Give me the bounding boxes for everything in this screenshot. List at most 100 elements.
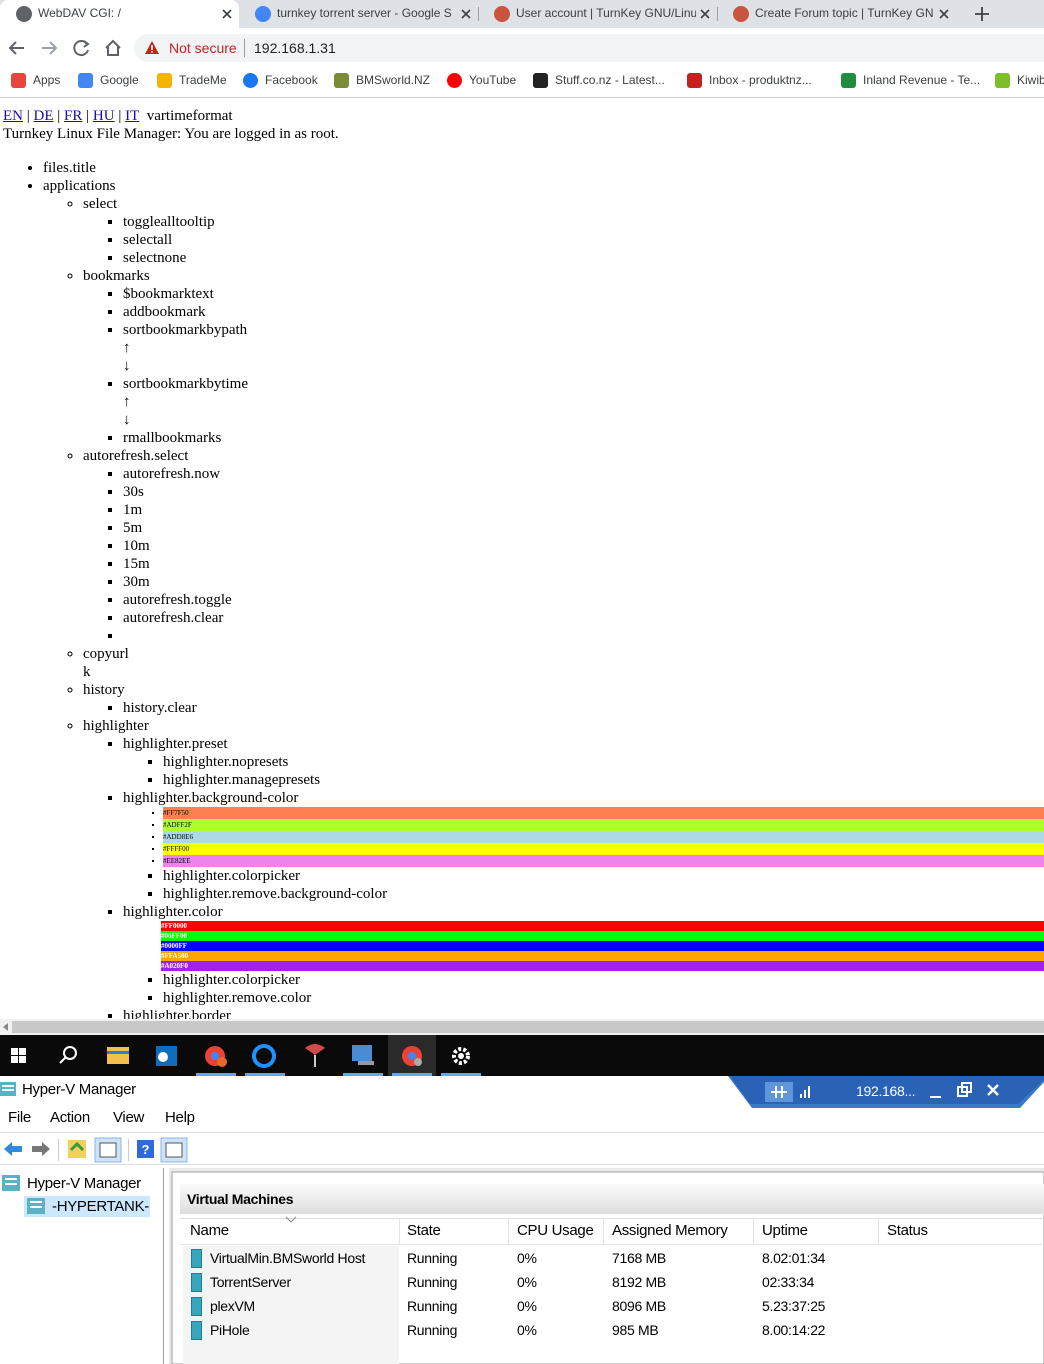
tree-node[interactable]: Hyper-V Manager xyxy=(27,1175,141,1192)
language-link[interactable]: HU xyxy=(92,108,115,124)
color-swatch[interactable]: #EE82EE xyxy=(163,855,1044,867)
cell[interactable]: PiHole xyxy=(210,1322,250,1338)
menu-item[interactable]: autorefresh.select autorefresh.now 30s 1m 5m… xyxy=(83,447,1044,645)
color-swatch[interactable]: #FFA500 xyxy=(161,951,1044,961)
language-link[interactable]: EN xyxy=(3,108,23,124)
tab-close[interactable] xyxy=(461,8,471,22)
nav-buttons[interactable] xyxy=(0,28,134,68)
menu-item[interactable]: highlighter.remove.color xyxy=(163,989,1044,1007)
menu-item[interactable]: highlighter.color#FF0000#00FF00#0000FF#F… xyxy=(123,903,1044,1007)
menu-item[interactable]: togglealltooltip xyxy=(123,213,1044,231)
tab[interactable]: turnkey torrent server - Google S xyxy=(239,0,478,28)
bookmark[interactable]: TradeMe xyxy=(179,73,227,87)
bookmark[interactable]: Stuff.co.nz - Latest... xyxy=(555,73,665,87)
new-tab[interactable] xyxy=(975,7,989,26)
sort-arrow[interactable]: ↓ xyxy=(123,412,131,428)
menu-item[interactable]: highlighter.colorpicker xyxy=(163,971,1044,989)
menu-item[interactable]: highlighter.remove.background-color xyxy=(163,885,1044,903)
color-swatch[interactable]: #FF7F50 xyxy=(163,807,1044,819)
menu-item[interactable]: 1m xyxy=(123,501,1044,519)
color-swatch[interactable]: #FF0000 xyxy=(161,921,1044,931)
bookmark[interactable]: Apps xyxy=(33,73,61,87)
scrollbar[interactable] xyxy=(0,1019,1044,1035)
tab[interactable]: WebDAV CGI: / xyxy=(0,0,239,28)
cell[interactable]: plexVM xyxy=(210,1298,255,1314)
column-header[interactable]: Uptime xyxy=(762,1222,808,1239)
language-link[interactable]: IT xyxy=(125,108,140,124)
bookmark[interactable]: BMSworld.NZ xyxy=(356,73,431,87)
window-title: Hyper-V Manager xyxy=(22,1081,136,1098)
language-link[interactable]: DE xyxy=(33,108,54,124)
menu-item[interactable]: 5m xyxy=(123,519,1044,537)
tab-close[interactable] xyxy=(700,8,710,22)
sort-arrow[interactable]: ↓ xyxy=(123,358,131,374)
color-swatch[interactable]: #ADD8E6 xyxy=(163,831,1044,843)
cell[interactable]: TorrentServer xyxy=(210,1274,291,1290)
color-swatch[interactable]: #00FF00 xyxy=(161,931,1044,941)
menu-item[interactable]: Help xyxy=(165,1109,195,1126)
omnibox[interactable]: Not secure 192.168.1.31 xyxy=(134,34,1044,62)
scroll-thumb[interactable] xyxy=(12,1021,1044,1033)
separator: | xyxy=(118,108,122,124)
bookmark[interactable]: Google xyxy=(100,73,139,87)
bookmark[interactable]: Kiwib xyxy=(1017,73,1044,87)
cell[interactable]: VirtualMin.BMSworld Host xyxy=(210,1250,366,1266)
scroll-arrow[interactable] xyxy=(2,1023,10,1031)
menu-item[interactable]: copyurl k xyxy=(83,645,1044,681)
menu-item[interactable]: highlighterhighlighter.presethighlighter… xyxy=(83,717,1044,1019)
tab-close[interactable] xyxy=(222,8,232,22)
menu-item[interactable]: history.clear xyxy=(123,699,1044,717)
menu-item[interactable]: sortbookmarkbypath ↑ ↓ xyxy=(123,321,1044,375)
column-header[interactable]: Name xyxy=(190,1222,229,1239)
menu-item[interactable]: selectnone xyxy=(123,249,1044,267)
menu-item[interactable]: autorefresh.now xyxy=(123,465,1044,483)
bookmark[interactable]: YouTube xyxy=(469,73,517,87)
menu-item[interactable]: addbookmark xyxy=(123,303,1044,321)
menu-item[interactable]: 15m xyxy=(123,555,1044,573)
tree-node[interactable]: -HYPERTANK- xyxy=(52,1198,149,1215)
color-swatch[interactable]: #FFFF00 xyxy=(163,843,1044,855)
menu-item[interactable]: File xyxy=(8,1109,31,1126)
menu-item[interactable]: highlighter.presethighlighter.nopresetsh… xyxy=(123,735,1044,789)
bookmark[interactable]: Inbox - produktnz... xyxy=(709,73,812,87)
menu-item[interactable]: applicationsselecttogglealltooltipselect… xyxy=(43,177,1044,1019)
tab-close[interactable] xyxy=(939,8,949,22)
sort-arrow[interactable]: ↑ xyxy=(123,394,131,410)
menu-label: 1m xyxy=(123,502,143,518)
color-swatch[interactable]: #A020F0 xyxy=(161,961,1044,971)
menu-item[interactable]: rmallbookmarks xyxy=(123,429,1044,447)
menu-item[interactable]: bookmarks$bookmarktextaddbookmarksortboo… xyxy=(83,267,1044,447)
tab[interactable]: User account | TurnKey GNU/Linu xyxy=(478,0,717,28)
bookmark[interactable]: Inland Revenue - Te... xyxy=(863,73,981,87)
language-link[interactable]: FR xyxy=(64,108,83,124)
menu-item[interactable]: selectall xyxy=(123,231,1044,249)
menu-item[interactable]: highlighter.background-color#FF7F50#ADFF… xyxy=(123,789,1044,903)
column-header[interactable]: State xyxy=(407,1222,441,1239)
color-swatch[interactable]: #ADFF2F xyxy=(163,819,1044,831)
color-swatch[interactable]: #0000FF xyxy=(161,941,1044,951)
menu-item[interactable]: history history.clear xyxy=(83,681,1044,717)
menu-item[interactable]: Action xyxy=(50,1109,90,1126)
column-header[interactable]: CPU Usage xyxy=(517,1222,594,1239)
menu-item[interactable]: sortbookmarkbytime ↑ ↓ xyxy=(123,375,1044,429)
separator: | xyxy=(57,108,61,124)
menu-item[interactable]: 10m xyxy=(123,537,1044,555)
menu-item[interactable]: highlighter.managepresets xyxy=(163,771,1044,789)
menu-item[interactable]: 30s xyxy=(123,483,1044,501)
menu-item[interactable]: $bookmarktext xyxy=(123,285,1044,303)
column-header[interactable]: Status xyxy=(887,1222,928,1239)
menu-item[interactable]: autorefresh.clear xyxy=(123,609,1044,627)
tab[interactable]: Create Forum topic | TurnKey GN xyxy=(717,0,956,28)
taskbar-icons[interactable] xyxy=(0,1035,1044,1076)
menu-item[interactable]: autorefresh.toggle xyxy=(123,591,1044,609)
column-header[interactable]: Assigned Memory xyxy=(612,1222,728,1239)
menu-item[interactable]: highlighter.nopresets xyxy=(163,753,1044,771)
menu-item[interactable]: View xyxy=(113,1109,145,1126)
bookmark[interactable]: Facebook xyxy=(265,73,318,87)
menu-item[interactable]: files.title xyxy=(43,159,1044,177)
menu-item[interactable]: highlighter.border xyxy=(123,1007,1044,1019)
menu-item[interactable]: highlighter.colorpicker xyxy=(163,867,1044,885)
sort-arrow[interactable]: ↑ xyxy=(123,340,131,356)
menu-item[interactable]: select togglealltooltip selectall selectnon… xyxy=(83,195,1044,267)
menu-item[interactable]: 30m xyxy=(123,573,1044,591)
